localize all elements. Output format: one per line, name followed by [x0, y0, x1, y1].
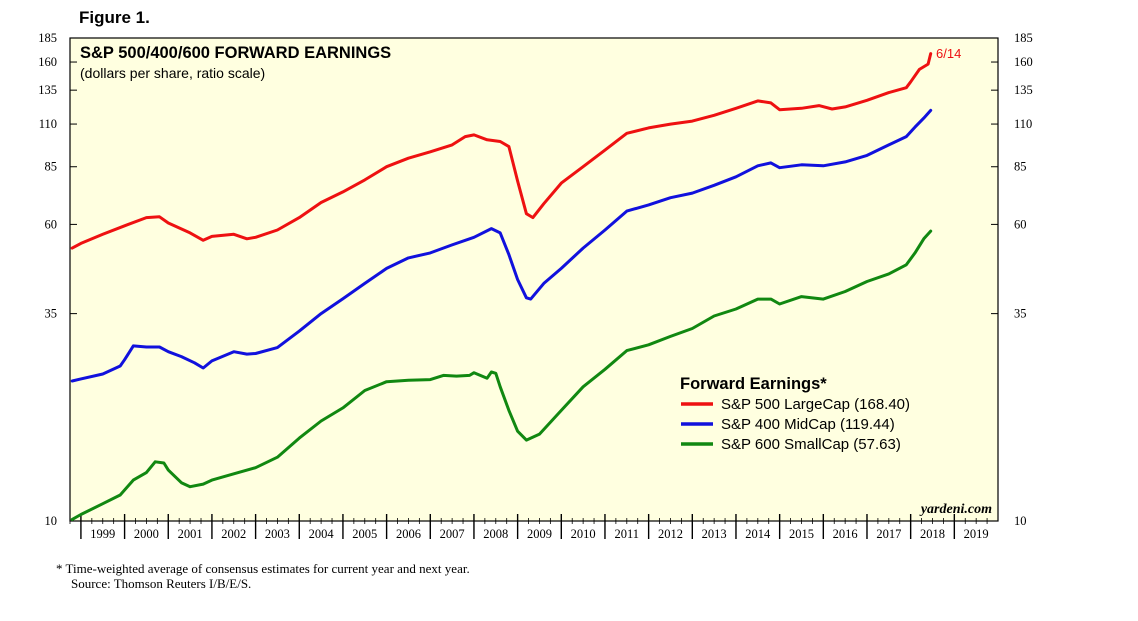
y-tick-label-left: 110: [39, 117, 57, 131]
legend: Forward Earnings* S&P 500 LargeCap (168.…: [680, 375, 910, 453]
x-tick-label-2011: 2011: [615, 527, 640, 541]
y-tick-label-left: 35: [45, 307, 58, 321]
series-line-sp500: [70, 52, 933, 250]
y-tick-label-right: 10: [1014, 514, 1027, 528]
x-tick-label-2014: 2014: [745, 527, 771, 541]
y-tick-label-left: 160: [38, 55, 57, 69]
legend-entry-label: S&P 400 MidCap (119.44): [721, 416, 895, 433]
x-tick-label-2013: 2013: [702, 527, 727, 541]
legend-entry-label: S&P 600 SmallCap (57.63): [721, 436, 901, 453]
x-tick-label-2016: 2016: [833, 527, 858, 541]
series-line-sp400: [70, 108, 933, 383]
y-tick-label-right: 110: [1014, 117, 1032, 131]
footnote-definition: * Time-weighted average of consensus est…: [56, 561, 470, 576]
series-line-sp600: [70, 229, 933, 521]
x-tick-label-2008: 2008: [483, 527, 508, 541]
chart-subtitle: (dollars per share, ratio scale): [80, 65, 265, 81]
legend-title: Forward Earnings*: [680, 375, 827, 393]
y-tick-label-right: 135: [1014, 83, 1033, 97]
x-tick-label-2015: 2015: [789, 527, 814, 541]
y-tick-label-right: 60: [1014, 217, 1027, 231]
x-tick-label-2003: 2003: [265, 527, 290, 541]
y-tick-label-left: 10: [45, 514, 58, 528]
x-tick-label-2007: 2007: [440, 527, 465, 541]
footnote-source: Source: Thomson Reuters I/B/E/S.: [71, 576, 252, 591]
x-tick-label-2000: 2000: [134, 527, 159, 541]
x-tick-label-2006: 2006: [396, 527, 421, 541]
x-tick-label-2018: 2018: [920, 527, 945, 541]
y-tick-label-right: 160: [1014, 55, 1033, 69]
y-tick-label-left: 60: [45, 217, 58, 231]
y-tick-label-left: 85: [45, 160, 58, 174]
figure-label: Figure 1.: [79, 8, 150, 27]
x-tick-label-2009: 2009: [527, 527, 552, 541]
x-tick-label-1999: 1999: [90, 527, 115, 541]
chart-title: S&P 500/400/600 FORWARD EARNINGS: [80, 44, 391, 62]
legend-entry-label: S&P 500 LargeCap (168.40): [721, 396, 910, 413]
x-tick-label-2012: 2012: [658, 527, 683, 541]
x-tick-label-2005: 2005: [352, 527, 377, 541]
y-tick-label-left: 135: [38, 83, 57, 97]
watermark: yardeni.com: [919, 502, 992, 517]
x-tick-label-2004: 2004: [309, 527, 335, 541]
series-layer: [70, 52, 933, 521]
x-tick-label-2019: 2019: [964, 527, 989, 541]
y-tick-label-right: 85: [1014, 160, 1027, 174]
x-tick-label-2001: 2001: [178, 527, 203, 541]
y-tick-label-left: 185: [38, 31, 57, 45]
x-tick-label-2002: 2002: [221, 527, 246, 541]
x-tick-label-2010: 2010: [571, 527, 596, 541]
axis-ticks: 10 10 35 35 60 60 85 85 110 110 135 135 160 160 185 185…: [38, 31, 1033, 541]
y-tick-label-right: 185: [1014, 31, 1033, 45]
plot-background: [69, 37, 999, 522]
end-annotation: 6/14: [936, 46, 961, 61]
y-tick-label-right: 35: [1014, 307, 1027, 321]
x-tick-label-2017: 2017: [876, 527, 901, 541]
